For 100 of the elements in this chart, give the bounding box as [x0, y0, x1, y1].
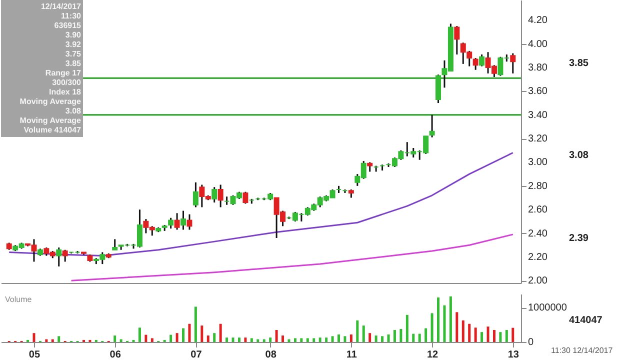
y-tick-label: 2.80 — [528, 180, 548, 192]
y-tick-label: 0 — [528, 337, 534, 348]
bar — [387, 334, 390, 342]
bar — [368, 333, 372, 342]
annotation: Range 17 — [45, 68, 82, 78]
candlestick — [186, 214, 192, 230]
bar — [344, 336, 346, 342]
bar — [312, 338, 316, 342]
bar — [337, 334, 340, 342]
candlestick — [367, 161, 373, 172]
bar — [294, 338, 296, 342]
candlestick — [479, 54, 485, 68]
annotation: 3.75 — [65, 50, 82, 58]
bar — [499, 332, 502, 342]
bar — [213, 333, 216, 342]
x-tick-label: 05 — [28, 350, 40, 360]
bar — [219, 324, 222, 342]
annotation: 3.92 — [65, 40, 82, 49]
candlestick — [174, 212, 180, 230]
bar — [250, 338, 253, 342]
y-tick-label: 3.00 — [528, 157, 548, 168]
candlestick — [429, 114, 435, 138]
bar — [144, 334, 148, 342]
bar — [150, 338, 154, 342]
annotation: 3.08 — [65, 106, 82, 116]
x-tick-label: 08 — [265, 350, 277, 360]
candlestick — [472, 57, 478, 71]
candlestick — [242, 191, 248, 204]
bar — [200, 326, 204, 342]
y-tick-label: 3.80 — [528, 62, 548, 74]
x-tick-label: 07 — [190, 350, 202, 360]
y-tick-label: 2.40 — [528, 228, 548, 240]
bar — [282, 335, 284, 342]
bar — [194, 306, 197, 342]
bar — [262, 339, 266, 342]
bar — [275, 330, 278, 342]
bar — [232, 338, 234, 342]
bar — [456, 312, 458, 342]
bar — [418, 334, 421, 342]
annotation: 300/300 — [52, 78, 82, 87]
bar — [449, 296, 452, 342]
bar — [120, 339, 122, 342]
candlestick — [56, 246, 62, 268]
bar — [393, 330, 396, 342]
annotation: 12/14/2017 — [40, 2, 82, 11]
text: 2.39 — [569, 233, 589, 244]
bar — [356, 320, 359, 342]
bar — [400, 328, 402, 342]
y-tick-label: 4.00 — [528, 38, 548, 50]
bar — [374, 335, 378, 342]
bar — [462, 320, 464, 342]
candlestick — [168, 217, 174, 230]
bar — [182, 328, 185, 342]
candlestick — [112, 238, 118, 251]
y-tick-label: 2.20 — [528, 252, 548, 263]
bar — [51, 339, 54, 342]
annotation: Moving Average — [20, 116, 82, 125]
candlestick — [454, 25, 460, 56]
annotation: Index 18 — [48, 88, 82, 96]
y-tick-label: 2.00 — [528, 276, 548, 287]
candlestick — [192, 182, 198, 208]
candlestick — [436, 74, 442, 104]
bar — [325, 338, 328, 342]
text: 3.85 — [569, 58, 589, 69]
x-tick-label: 11 — [346, 350, 358, 360]
bar — [188, 324, 191, 342]
bar — [430, 313, 434, 342]
bar — [300, 338, 303, 342]
bar — [206, 335, 210, 342]
x-tick-label: 12 — [426, 350, 439, 360]
bar — [170, 334, 172, 342]
bar — [468, 324, 471, 342]
bar — [474, 328, 477, 342]
bar — [381, 336, 384, 342]
bar — [505, 330, 508, 342]
bar — [306, 338, 309, 342]
annotation: 3.90 — [65, 30, 82, 40]
bar — [238, 338, 240, 342]
bar — [244, 338, 247, 342]
candlestick — [510, 52, 516, 74]
bar — [114, 335, 116, 342]
bar — [256, 339, 260, 342]
bar — [350, 334, 352, 342]
text: 11:30 12/14/2017 — [551, 346, 614, 355]
y-tick-label: 4.20 — [528, 15, 548, 26]
bar — [486, 326, 490, 342]
candlestick — [218, 184, 224, 208]
bar — [492, 330, 496, 342]
x-tick-label: 06 — [110, 350, 122, 360]
bar — [176, 333, 178, 342]
annotation: Volume — [5, 295, 32, 304]
candlestick — [180, 210, 186, 230]
bar — [406, 314, 408, 342]
x-tick-label: 13 — [508, 350, 520, 360]
bar — [437, 297, 440, 342]
bar — [443, 305, 446, 342]
annotation: Moving Average — [20, 97, 82, 106]
y-tick-label: 3.60 — [528, 86, 548, 98]
candlestick — [212, 186, 218, 204]
bar — [58, 336, 60, 342]
